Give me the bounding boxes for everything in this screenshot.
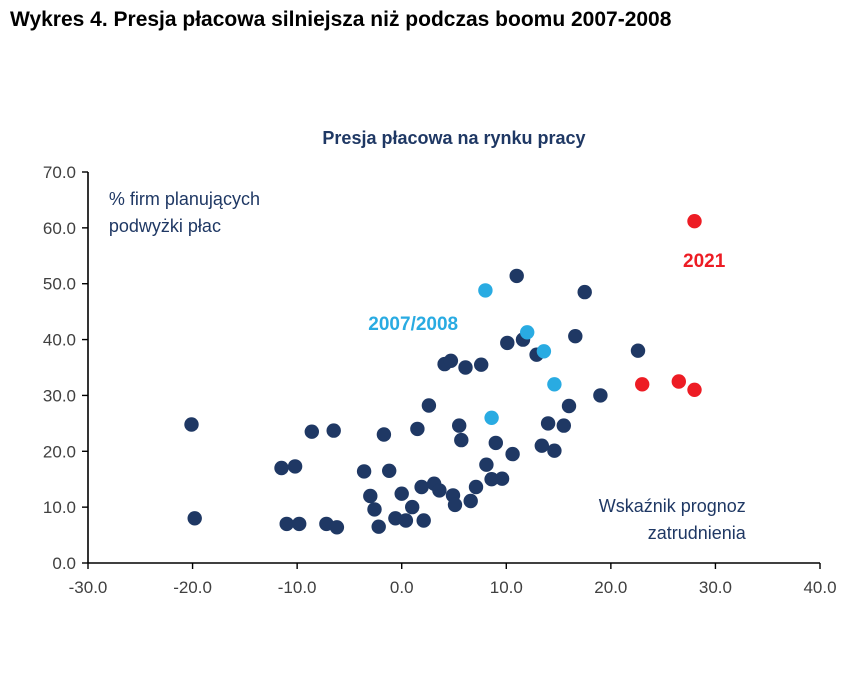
data-point-pozostale-lata: [394, 486, 409, 501]
data-point-pozostale-lata: [556, 418, 571, 433]
data-point-pozostale-lata: [184, 417, 199, 432]
data-point-pozostale-lata: [329, 520, 345, 535]
x-axis-description: zatrudnienia: [648, 523, 747, 543]
data-point-pozostale-lata: [447, 497, 463, 513]
data-point-pozostale-lata: [509, 268, 524, 284]
data-point-pozostale-lata: [363, 488, 378, 504]
data-point-pozostale-lata: [458, 360, 473, 375]
data-point-2021: [687, 214, 702, 229]
data-point-pozostale-lata: [468, 479, 484, 495]
data-point-pozostale-lata: [367, 502, 382, 517]
data-point-pozostale-lata: [577, 284, 592, 300]
data-point-pozostale-lata: [561, 398, 577, 414]
data-point-pozostale-lata: [452, 418, 467, 433]
data-point-pozostale-lata: [382, 463, 397, 478]
data-point-pozostale-lata: [443, 353, 459, 368]
data-point-pozostale-lata: [292, 516, 307, 532]
data-point-pozostale-lata: [505, 446, 520, 462]
data-point-pozostale-lata: [547, 443, 562, 458]
data-point-pozostale-lata: [474, 357, 489, 372]
data-point-pozostale-lata: [534, 438, 549, 453]
y-tick-label: 40.0: [43, 331, 76, 350]
y-axis-description: % firm planujących: [109, 189, 260, 209]
x-tick-label: -20.0: [173, 578, 212, 597]
y-tick-label: 50.0: [43, 275, 76, 294]
data-point-pozostale-lata: [356, 464, 372, 479]
data-point-pozostale-lata: [630, 343, 646, 358]
data-point-2007-2008: [520, 325, 535, 340]
data-point-pozostale-lata: [304, 424, 319, 439]
data-point-2007-2008: [484, 410, 499, 425]
data-point-pozostale-lata: [479, 457, 494, 472]
data-point-pozostale-lata: [500, 335, 515, 351]
y-axis-description: podwyżki płac: [109, 216, 221, 236]
y-tick-label: 30.0: [43, 386, 76, 405]
figure-heading: Wykres 4. Presja płacowa silniejsza niż …: [10, 8, 672, 31]
data-point-2007-2008: [536, 344, 552, 359]
x-tick-label: 20.0: [594, 578, 627, 597]
y-tick-label: 0.0: [52, 554, 76, 573]
data-point-pozostale-lata: [414, 479, 429, 495]
x-tick-label: -30.0: [69, 578, 108, 597]
y-tick-label: 60.0: [43, 219, 76, 238]
label-2021: 2021: [683, 251, 726, 272]
x-tick-label: 10.0: [490, 578, 523, 597]
data-point-pozostale-lata: [410, 421, 425, 437]
data-point-2021: [687, 382, 702, 397]
data-point-pozostale-lata: [421, 398, 437, 413]
data-point-pozostale-lata: [274, 460, 289, 476]
data-point-2021: [635, 377, 650, 392]
data-point-pozostale-lata: [405, 499, 420, 515]
data-point-pozostale-lata: [371, 519, 386, 534]
data-point-pozostale-lata: [488, 435, 503, 451]
x-axis-description: Wskaźnik prognoz: [599, 496, 746, 516]
label-2007-2008: 2007/2008: [368, 314, 458, 335]
data-point-pozostale-lata: [287, 459, 303, 474]
data-point-pozostale-lata: [540, 416, 556, 431]
data-point-pozostale-lata: [432, 483, 447, 498]
data-point-2007-2008: [478, 283, 493, 298]
y-tick-label: 20.0: [43, 442, 76, 461]
data-point-pozostale-lata: [398, 513, 414, 528]
data-point-pozostale-lata: [416, 513, 431, 528]
data-point-pozostale-lata: [376, 427, 392, 442]
data-point-pozostale-lata: [568, 329, 583, 344]
data-point-pozostale-lata: [187, 511, 202, 526]
chart-title: Presja płacowa na rynku pracy: [322, 128, 586, 148]
data-point-pozostale-lata: [326, 423, 341, 438]
x-tick-label: 30.0: [699, 578, 732, 597]
data-point-pozostale-lata: [593, 388, 608, 403]
y-tick-label: 10.0: [43, 498, 76, 517]
x-tick-label: 40.0: [803, 578, 836, 597]
data-point-pozostale-lata: [279, 516, 294, 532]
data-point-pozostale-lata: [454, 432, 469, 448]
data-point-pozostale-lata: [463, 493, 478, 509]
data-point-pozostale-lata: [494, 471, 510, 486]
x-tick-label: -10.0: [278, 578, 317, 597]
y-tick-label: 70.0: [43, 163, 76, 182]
x-tick-label: 0.0: [390, 578, 414, 597]
data-point-2021: [671, 374, 686, 389]
data-point-pozostale-lata: [484, 472, 499, 487]
data-point-2007-2008: [547, 377, 562, 392]
